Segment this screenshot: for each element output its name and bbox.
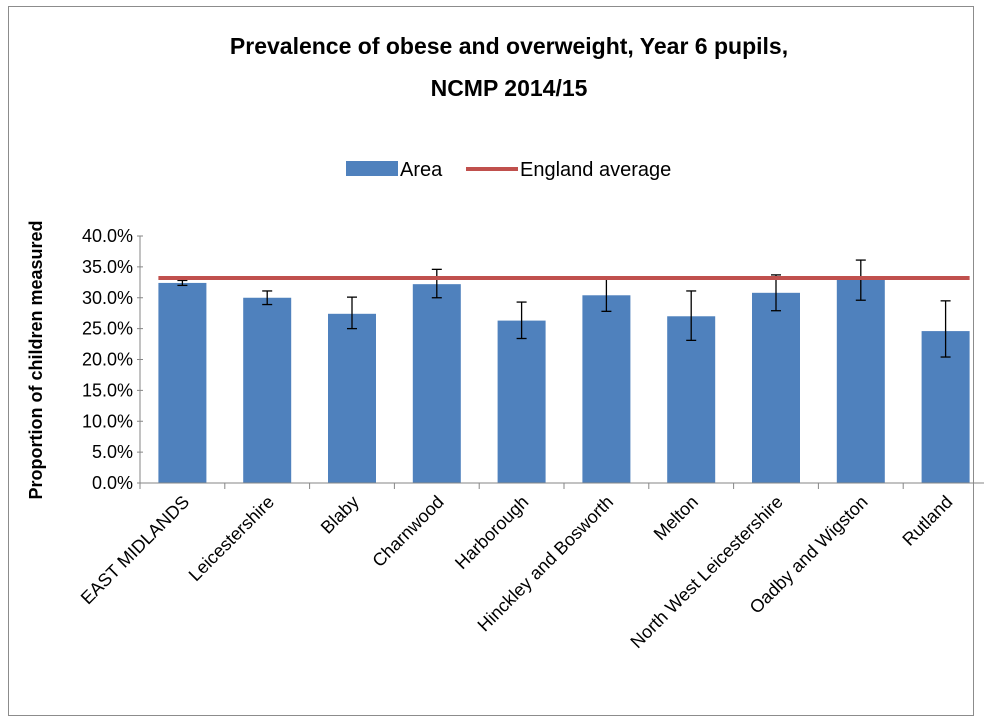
- bar: [412, 284, 461, 483]
- chart-title-line-1: Prevalence of obese and overweight, Year…: [230, 33, 788, 59]
- y-tick-label: 25.0%: [82, 319, 133, 339]
- category-label: Blaby: [317, 492, 363, 538]
- bar: [243, 297, 292, 483]
- y-tick-label: 35.0%: [82, 257, 133, 277]
- legend-label-england-average: England average: [520, 159, 671, 181]
- y-tick-label: 15.0%: [82, 380, 133, 400]
- category-label: Charnwood: [368, 492, 447, 571]
- chart-title-line-2: NCMP 2014/15: [431, 75, 588, 101]
- bar: [328, 313, 376, 483]
- category-label: EAST MIDLANDS: [77, 492, 193, 608]
- bar: [752, 292, 800, 483]
- y-tick-label: 20.0%: [82, 350, 133, 370]
- bar: [497, 320, 546, 483]
- y-axis-label: Proportion of children measured: [26, 220, 46, 499]
- bar: [158, 282, 207, 483]
- y-tick-label: 40.0%: [82, 226, 133, 246]
- bar: [667, 316, 716, 483]
- category-label: North West Leicestershire: [626, 492, 786, 652]
- legend-label-area: Area: [400, 159, 443, 181]
- error-bars: [177, 259, 951, 358]
- category-label: Harborough: [451, 492, 532, 573]
- category-label: Melton: [650, 492, 702, 544]
- category-label: Hinckley and Bosworth: [474, 492, 618, 636]
- category-label: Leicestershire: [185, 492, 278, 585]
- legend-swatch-area: [346, 161, 398, 176]
- bars: [158, 279, 970, 483]
- bar: [836, 279, 885, 483]
- y-tick-label: 0.0%: [92, 473, 133, 493]
- y-axis-ticks: 0.0% 5.0% 10.0% 15.0% 20.0% 25.0% 30.0% 35.0% 40…: [82, 226, 143, 493]
- legend: Area England average: [346, 159, 671, 181]
- bar: [582, 295, 631, 483]
- y-tick-label: 10.0%: [82, 411, 133, 431]
- y-tick-label: 5.0%: [92, 442, 133, 462]
- category-label: Rutland: [898, 492, 956, 550]
- y-tick-label: 30.0%: [82, 288, 133, 308]
- x-axis: [139, 482, 984, 489]
